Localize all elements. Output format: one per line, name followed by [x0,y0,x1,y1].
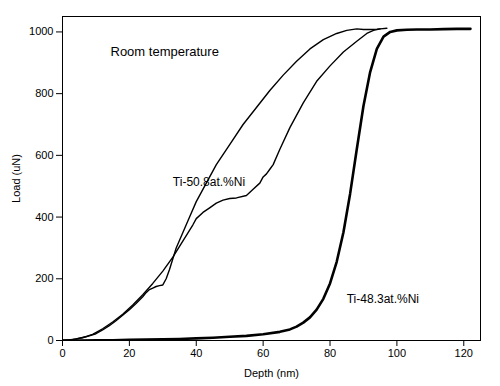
svg-text:800: 800 [35,87,53,99]
svg-text:0: 0 [59,347,65,359]
svg-text:Ti-50.8at.%Ni: Ti-50.8at.%Ni [173,175,245,189]
svg-text:600: 600 [35,149,53,161]
svg-text:0: 0 [47,334,53,346]
svg-text:Load (uN): Load (uN) [10,154,22,203]
svg-text:100: 100 [388,347,406,359]
svg-text:1000: 1000 [29,25,53,37]
svg-text:Ti-48.3at.%Ni: Ti-48.3at.%Ni [347,292,419,306]
svg-text:200: 200 [35,272,53,284]
svg-text:40: 40 [190,347,202,359]
svg-text:20: 20 [123,347,135,359]
svg-text:400: 400 [35,211,53,223]
svg-text:Depth (nm): Depth (nm) [244,367,299,379]
svg-text:Room temperature: Room temperature [111,44,219,59]
svg-text:60: 60 [257,347,269,359]
svg-text:80: 80 [324,347,336,359]
svg-text:120: 120 [455,347,473,359]
